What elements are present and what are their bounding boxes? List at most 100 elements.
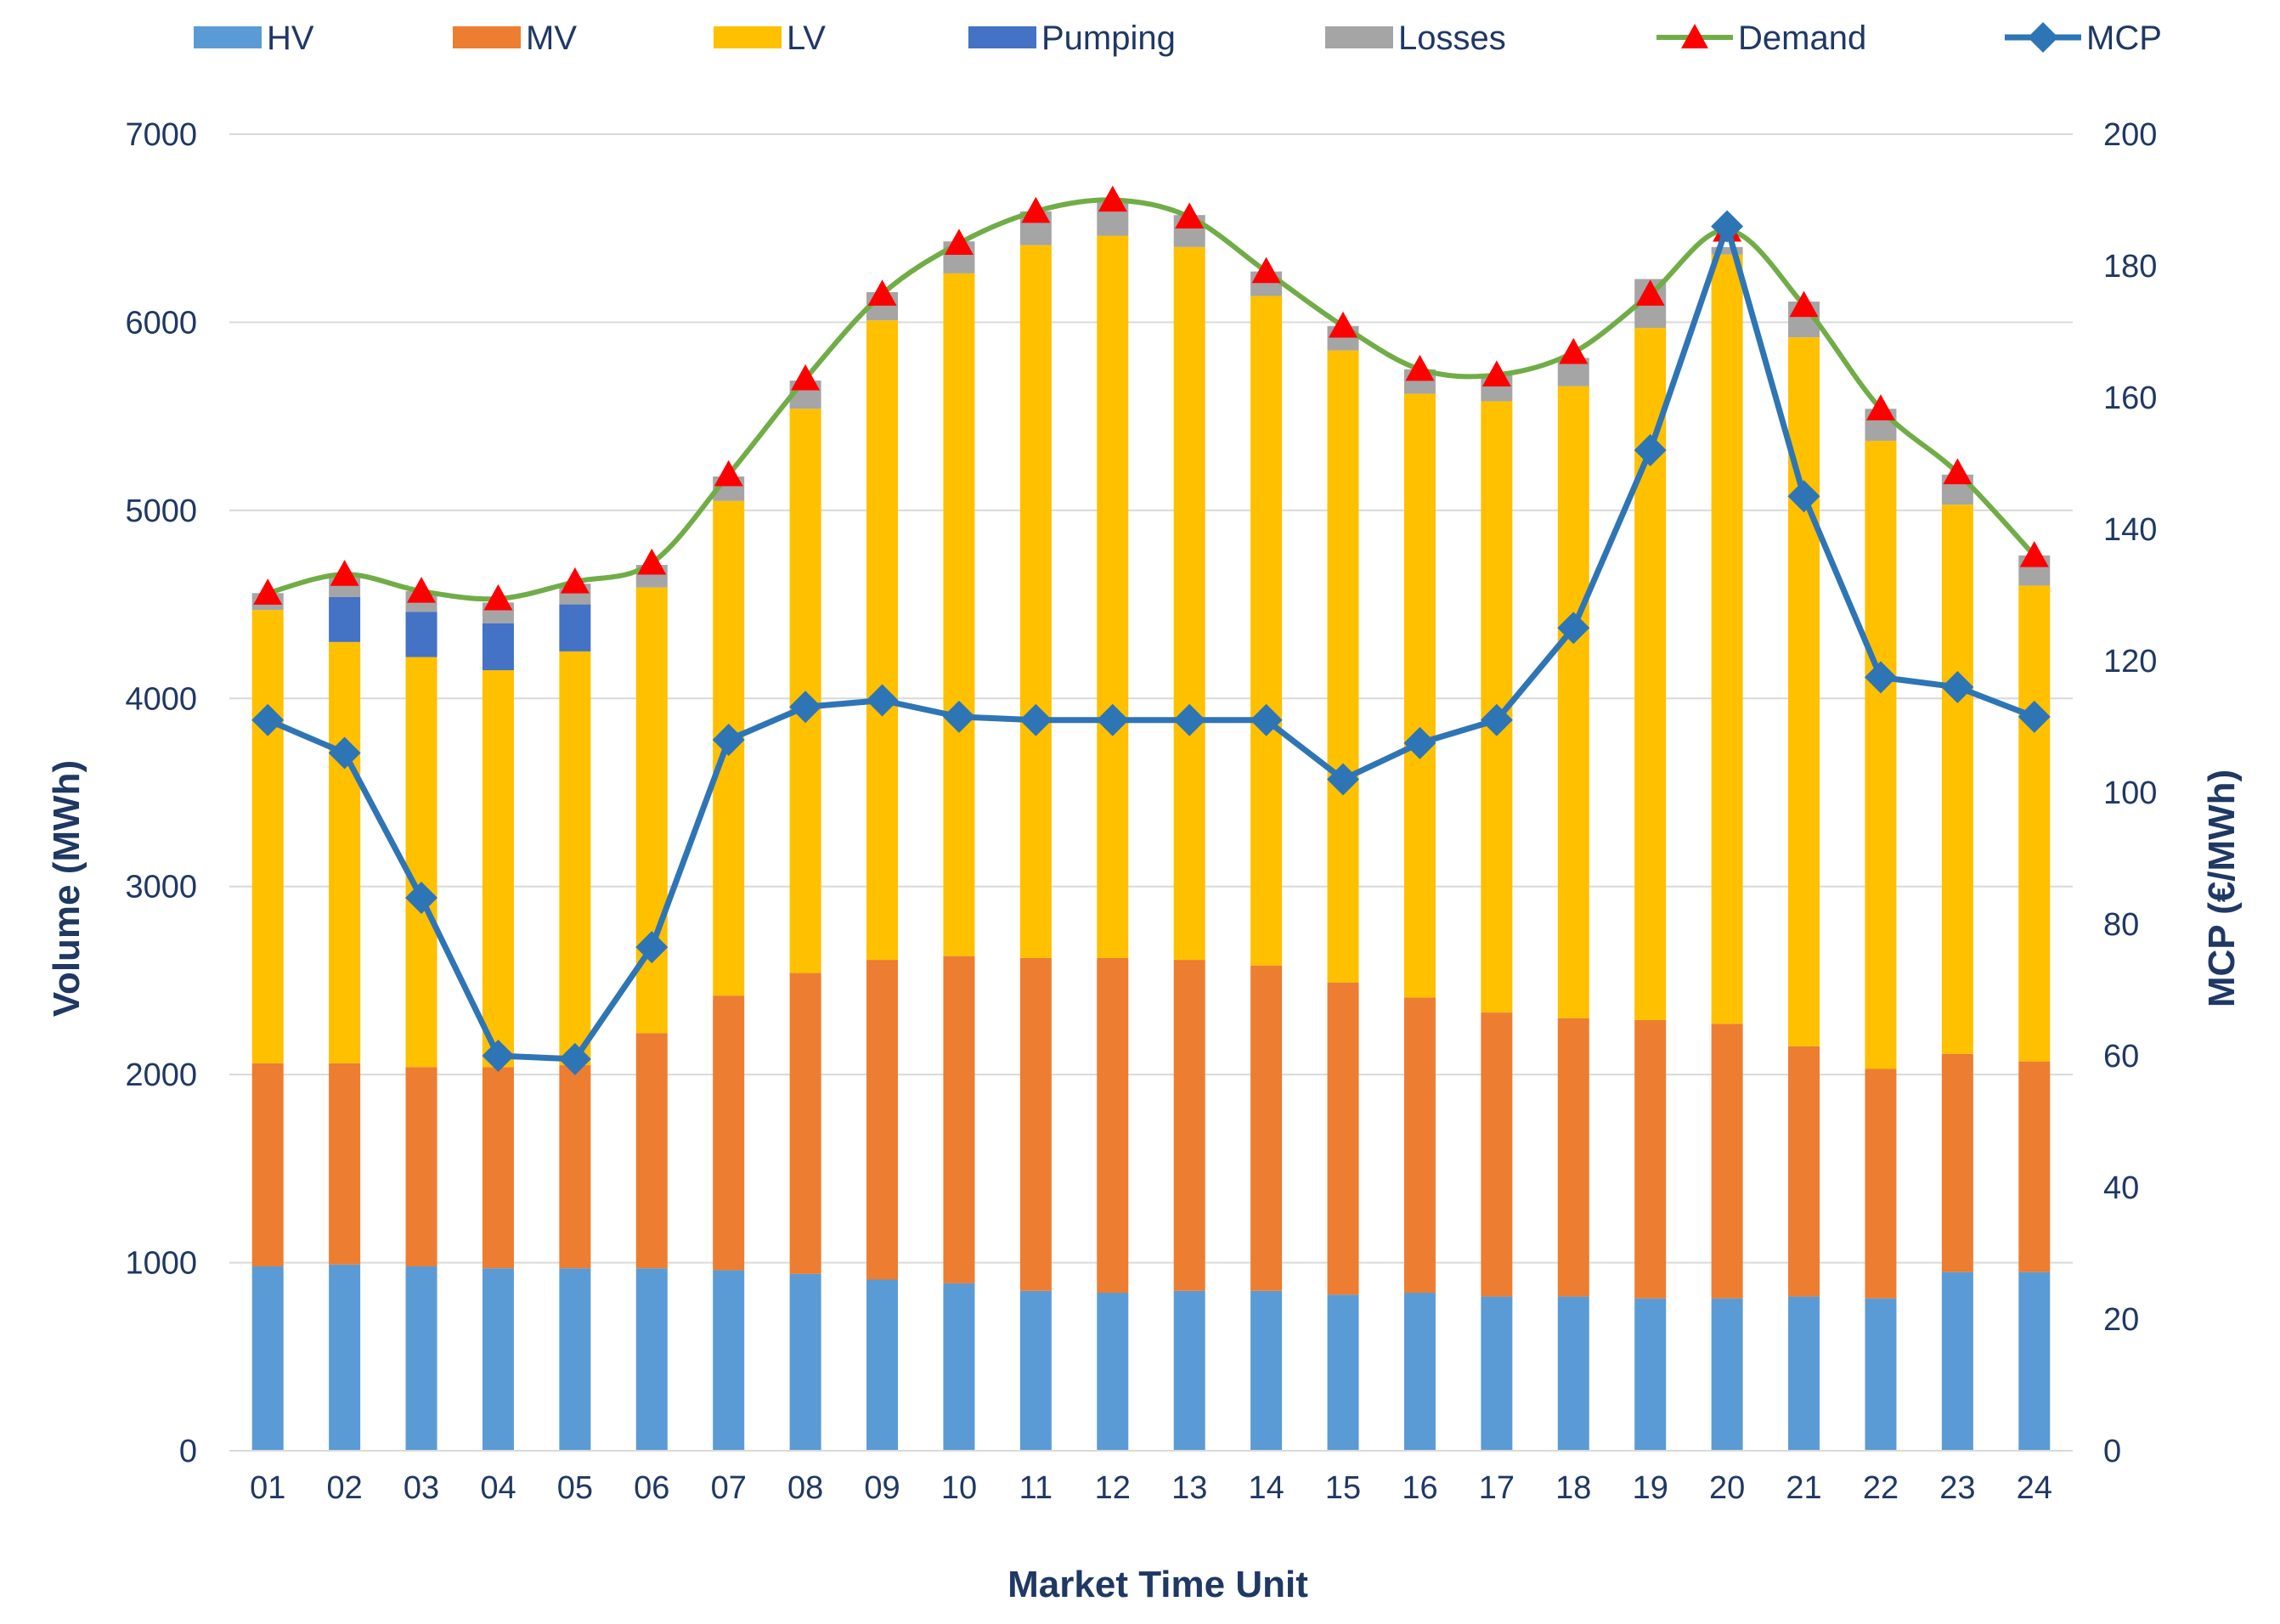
bar-hv-12 [1097,1293,1129,1451]
legend-swatch-mv [453,26,521,48]
point-mcp-23 [1941,671,1974,703]
y2-axis-title: MCP (€/MWh) [2201,770,2243,1007]
point-mcp-01 [251,703,285,736]
x-tick-label: 18 [1555,1470,1591,1506]
x-tick-label: 24 [2017,1470,2052,1506]
legend-marker-demand [1681,24,1708,48]
point-mcp-16 [1403,726,1436,759]
bar-lv-22 [1865,440,1897,1069]
x-tick-label: 13 [1171,1470,1207,1506]
bar-lv-12 [1097,235,1129,958]
point-demand-01 [253,578,283,605]
y2-tick-label: 60 [2103,1039,2139,1074]
point-mcp-20 [1711,210,1744,243]
bar-lv-04 [482,670,514,1068]
point-demand-05 [560,567,590,594]
point-mcp-05 [558,1042,591,1075]
x-axis-title: Market Time Unit [1007,1564,1308,1605]
y-tick-label: 2000 [125,1057,197,1093]
y2-tick-label: 200 [2103,117,2157,153]
x-tick-label: 15 [1325,1470,1361,1506]
point-demand-23 [1943,458,1972,485]
bar-mv-08 [789,973,821,1274]
point-mcp-17 [1480,703,1513,736]
bar-lv-03 [405,657,437,1068]
bar-hv-04 [482,1268,514,1451]
y-tick-label: 7000 [125,117,197,153]
y2-tick-label: 180 [2103,249,2157,285]
x-tick-label: 05 [557,1470,593,1506]
legend-label-pumping: Pumping [1041,20,1176,57]
bar-mv-14 [1250,965,1283,1291]
bar-lv-14 [1250,296,1283,966]
bar-lv-24 [2018,585,2051,1062]
bar-mv-03 [405,1067,437,1266]
bar-hv-23 [1941,1272,1973,1451]
y2-tick-label: 140 [2103,512,2157,548]
bar-hv-03 [405,1266,437,1451]
x-tick-label: 07 [711,1470,747,1506]
line-series [251,185,2051,1075]
x-tick-label: 14 [1248,1470,1284,1506]
x-tick-label: 21 [1786,1470,1821,1506]
bar-pumping-03 [405,612,437,657]
x-tick-label: 02 [326,1470,362,1506]
bar-mv-13 [1173,960,1205,1291]
point-demand-19 [1635,279,1665,306]
bar-lv-16 [1403,393,1436,998]
y-axis-title: Volume (MWh) [46,760,87,1017]
x-tick-label: 01 [250,1470,285,1506]
y-tick-label: 1000 [125,1246,197,1282]
x-tick-label: 20 [1709,1470,1745,1506]
bar-hv-05 [559,1268,591,1451]
bar-lv-23 [1941,505,1973,1054]
legend-label-demand: Demand [1738,20,1866,57]
point-demand-11 [1021,196,1051,223]
x-tick-label: 17 [1479,1470,1515,1506]
x-tick-label: 11 [1019,1470,1053,1506]
bar-hv-15 [1327,1294,1359,1451]
point-demand-09 [867,279,897,306]
bar-pumping-02 [329,596,361,642]
point-demand-02 [330,560,359,586]
y2-tick-label: 160 [2103,381,2157,416]
x-tick-label: 04 [480,1470,516,1506]
bar-mv-04 [482,1067,514,1269]
bar-mv-06 [635,1033,668,1269]
point-mcp-07 [712,724,745,756]
bar-lv-21 [1788,337,1820,1046]
y2-tick-label: 80 [2103,907,2139,943]
point-demand-21 [1789,290,1819,318]
bar-lv-15 [1327,350,1359,983]
bar-mv-23 [1941,1053,1973,1272]
point-mcp-10 [942,700,975,733]
bar-mv-16 [1403,997,1436,1293]
x-tick-label: 10 [941,1470,977,1506]
legend-label-losses: Losses [1398,20,1506,57]
bar-mv-18 [1557,1018,1589,1297]
point-mcp-09 [866,684,899,717]
legend-label-hv: HV [267,20,314,57]
point-demand-16 [1405,354,1435,381]
gridlines [229,133,2073,1264]
point-demand-10 [944,228,974,256]
bar-hv-07 [713,1270,745,1451]
bar-mv-17 [1481,1012,1513,1297]
legend-label-lv: LV [787,20,826,57]
x-tick-label: 03 [404,1470,439,1506]
x-tick-label: 06 [634,1470,669,1506]
legend-label-mcp: MCP [2086,20,2162,57]
bar-lv-01 [251,610,284,1063]
y2-tick-label: 40 [2103,1170,2139,1206]
y2-tick-label: 100 [2103,775,2157,811]
bar-hv-13 [1173,1290,1205,1451]
legend-marker-mcp [2028,22,2058,53]
x-tick-label: 19 [1633,1470,1668,1506]
bar-lv-10 [943,273,975,956]
point-mcp-12 [1096,703,1129,736]
bar-pumping-04 [482,623,514,671]
bar-lv-20 [1711,254,1743,1024]
point-demand-15 [1329,311,1358,338]
bar-mv-19 [1634,1019,1667,1299]
bar-lv-13 [1173,246,1205,961]
